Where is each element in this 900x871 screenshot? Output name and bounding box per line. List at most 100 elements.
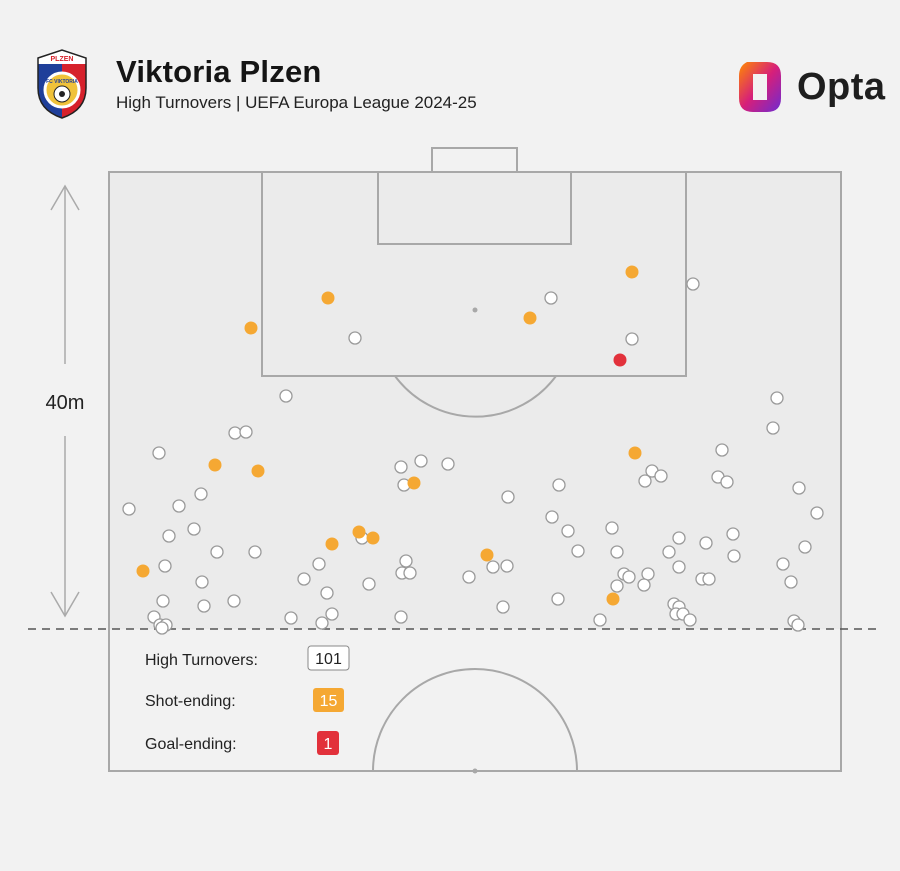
turnover-point (195, 575, 209, 589)
turnover-point (297, 572, 311, 586)
turnover-point (197, 599, 211, 613)
turnover-point (605, 521, 619, 535)
legend-badge-goal-ending (317, 731, 339, 755)
turnover-point (320, 586, 334, 600)
opta-mark-icon (739, 62, 781, 112)
page-title: Viktoria Plzen (116, 54, 322, 89)
legend-badge-high-turnovers (307, 645, 350, 671)
turnover-point (501, 490, 515, 504)
turnover-point (496, 600, 510, 614)
turnover-point (641, 567, 655, 581)
turnover-point (228, 426, 242, 440)
legend-badge-shot-ending (313, 688, 344, 712)
turnover-point (312, 557, 326, 571)
svg-text:PLZEN: PLZEN (51, 56, 74, 63)
shot-ending-point (136, 564, 150, 578)
turnover-point (162, 529, 176, 543)
turnover-point (672, 560, 686, 574)
shot-ending-point (208, 458, 222, 472)
turnover-point (638, 474, 652, 488)
turnover-point (399, 554, 413, 568)
turnover-point (551, 592, 565, 606)
club-crest-icon: PLZEN FC VIKTORIA (37, 49, 87, 119)
turnover-point (770, 391, 784, 405)
six-yard-box (377, 171, 572, 245)
turnover-point (394, 460, 408, 474)
shot-ending-point (325, 537, 339, 551)
legend-value-shot-ending: 15 (320, 693, 338, 710)
turnover-point (699, 536, 713, 550)
turnover-point (122, 502, 136, 516)
penalty-arc (394, 375, 557, 418)
turnover-point (672, 531, 686, 545)
turnover-points (122, 265, 824, 635)
turnover-point (766, 421, 780, 435)
legend-value-goal-ending: 1 (324, 736, 333, 753)
turnover-point (403, 566, 417, 580)
turnover-point (571, 544, 585, 558)
shot-ending-point (628, 446, 642, 460)
turnover-point (610, 579, 624, 593)
svg-text:FC VIKTORIA: FC VIKTORIA (46, 79, 78, 85)
turnover-point (362, 577, 376, 591)
penalty-spot (472, 307, 478, 313)
opta-wordmark: Opta (797, 66, 886, 108)
turnover-point (194, 487, 208, 501)
turnover-point (686, 277, 700, 291)
shot-ending-point (407, 476, 421, 490)
shot-ending-point (366, 531, 380, 545)
shot-ending-point (321, 291, 335, 305)
turnover-point (239, 425, 253, 439)
legend-label-shot-ending: Shot-ending: (145, 693, 236, 710)
turnover-point (654, 469, 668, 483)
turnover-point (715, 443, 729, 457)
turnover-point (702, 572, 716, 586)
shot-ending-point (523, 311, 537, 325)
turnover-point (441, 457, 455, 471)
turnover-point (348, 331, 362, 345)
turnover-point (544, 291, 558, 305)
shot-ending-point (480, 548, 494, 562)
turnover-point (486, 560, 500, 574)
turnover-point (156, 594, 170, 608)
turnover-point (155, 621, 169, 635)
distance-arrow (50, 184, 80, 618)
turnover-point (152, 446, 166, 460)
legend-label-high-turnovers: High Turnovers: (145, 652, 258, 669)
turnover-point (500, 559, 514, 573)
turnover-point (462, 570, 476, 584)
turnover-point (227, 594, 241, 608)
turnover-point (315, 616, 329, 630)
turnover-point (727, 549, 741, 563)
turnover-point (394, 610, 408, 624)
turnover-point (248, 545, 262, 559)
opta-logo: Opta (737, 58, 887, 118)
legend-value-high-turnovers: 101 (315, 651, 342, 668)
turnover-point (622, 570, 636, 584)
turnover-point (284, 611, 298, 625)
turnover-point (325, 607, 339, 621)
turnover-point (279, 389, 293, 403)
header: PLZEN FC VIKTORIA Viktoria Plzen High Tu… (0, 0, 900, 140)
shot-ending-point (244, 321, 258, 335)
turnover-point (637, 578, 651, 592)
turnover-point (720, 475, 734, 489)
shot-ending-point (251, 464, 265, 478)
distance-label: 40m (46, 392, 85, 414)
turnover-point (187, 522, 201, 536)
turnover-point (625, 332, 639, 346)
center-spot (472, 768, 478, 774)
turnover-point (158, 559, 172, 573)
turnover-point (210, 545, 224, 559)
turnover-point (545, 510, 559, 524)
page-subtitle: High Turnovers | UEFA Europa League 2024… (116, 93, 477, 112)
turnover-point (791, 618, 805, 632)
turnover-point (798, 540, 812, 554)
goal-ending-point (613, 353, 627, 367)
turnover-point (552, 478, 566, 492)
high-turnover-zone (109, 172, 841, 629)
shot-ending-point (606, 592, 620, 606)
legend: High Turnovers: 101 Shot-ending: 15 Goal… (145, 645, 350, 755)
legend-label-goal-ending: Goal-ending: (145, 736, 237, 753)
